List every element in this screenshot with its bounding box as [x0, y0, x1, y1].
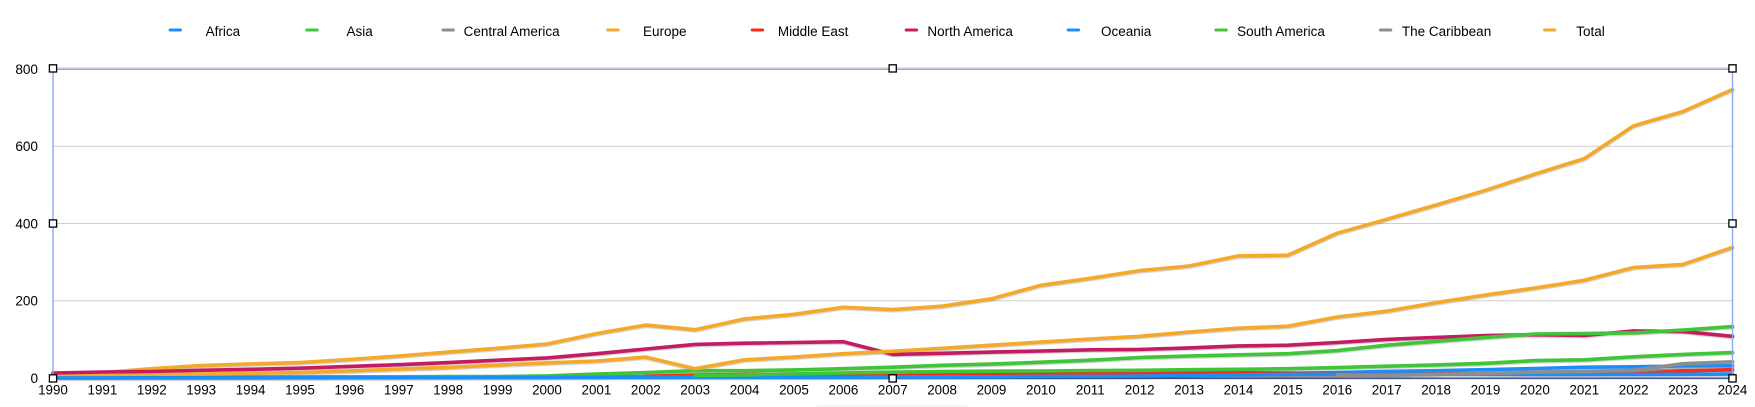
svg-text:2004: 2004: [730, 382, 760, 397]
svg-text:2021: 2021: [1569, 382, 1599, 397]
svg-text:Asia: Asia: [347, 24, 374, 39]
svg-text:2012: 2012: [1125, 382, 1155, 397]
svg-text:2001: 2001: [582, 382, 612, 397]
svg-text:Europe: Europe: [643, 24, 687, 39]
svg-text:Total: Total: [1576, 24, 1605, 39]
svg-text:600: 600: [15, 139, 38, 154]
svg-text:200: 200: [15, 294, 38, 309]
svg-text:2019: 2019: [1471, 382, 1501, 397]
svg-text:The Caribbean: The Caribbean: [1402, 24, 1491, 39]
svg-text:2013: 2013: [1174, 382, 1204, 397]
svg-text:2015: 2015: [1273, 382, 1303, 397]
svg-text:2007: 2007: [878, 382, 908, 397]
svg-text:North America: North America: [927, 24, 1013, 39]
svg-text:1997: 1997: [384, 382, 414, 397]
svg-text:Central America: Central America: [464, 24, 561, 39]
svg-text:2017: 2017: [1372, 382, 1402, 397]
svg-text:1993: 1993: [186, 382, 216, 397]
svg-text:Oceania: Oceania: [1101, 24, 1152, 39]
svg-text:2011: 2011: [1076, 382, 1105, 397]
svg-text:2008: 2008: [927, 382, 957, 397]
svg-text:1991: 1991: [88, 382, 118, 397]
svg-text:1995: 1995: [285, 382, 315, 397]
svg-text:1998: 1998: [433, 382, 463, 397]
svg-text:400: 400: [15, 216, 38, 231]
svg-text:1990: 1990: [38, 382, 68, 397]
svg-text:2022: 2022: [1619, 382, 1649, 397]
svg-text:2005: 2005: [779, 382, 809, 397]
svg-text:Middle East: Middle East: [778, 24, 849, 39]
svg-text:2000: 2000: [532, 382, 562, 397]
svg-text:2024: 2024: [1718, 382, 1748, 397]
svg-text:800: 800: [15, 62, 38, 77]
svg-text:2003: 2003: [680, 382, 710, 397]
svg-text:2020: 2020: [1520, 382, 1550, 397]
svg-text:2002: 2002: [631, 382, 661, 397]
svg-text:2009: 2009: [977, 382, 1007, 397]
svg-text:Africa: Africa: [206, 24, 241, 39]
svg-text:1996: 1996: [335, 382, 365, 397]
svg-text:0: 0: [30, 371, 38, 386]
svg-text:2010: 2010: [1026, 382, 1056, 397]
svg-text:2016: 2016: [1322, 382, 1352, 397]
svg-text:1992: 1992: [137, 382, 167, 397]
svg-text:2006: 2006: [829, 382, 859, 397]
svg-text:2023: 2023: [1668, 382, 1698, 397]
svg-text:2018: 2018: [1421, 382, 1451, 397]
svg-text:South America: South America: [1237, 24, 1325, 39]
svg-text:1999: 1999: [483, 382, 513, 397]
svg-text:2014: 2014: [1224, 382, 1254, 397]
svg-text:1994: 1994: [236, 382, 266, 397]
